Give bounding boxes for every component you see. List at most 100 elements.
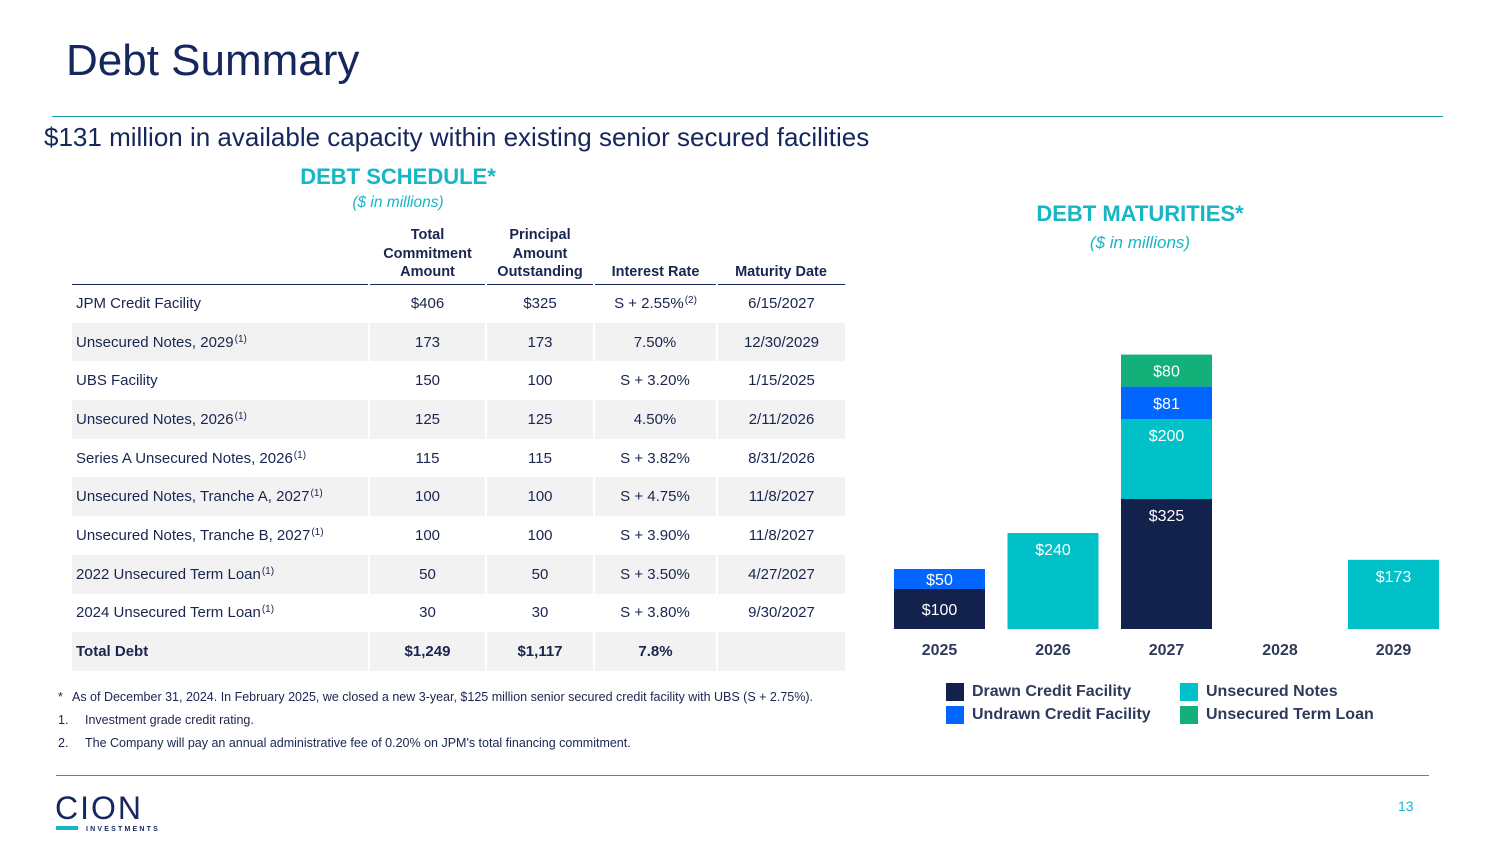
bar-2026-unsecured-notes [1007, 533, 1099, 629]
principal-outstanding: $325 [486, 284, 595, 323]
maturity-date: 11/8/2027 [748, 526, 815, 544]
x-tick-label: 2026 [1035, 642, 1071, 659]
table-row: 2022 Unsecured Term Loan(1) 50 50 S + 3.50%… [72, 554, 845, 594]
maturity-date: 11/8/2027 [717, 477, 845, 517]
principal-outstanding: 30 [486, 593, 595, 633]
table-header-row: Total Commitment Amount Principal Amount… [72, 226, 845, 284]
facility-name: Series A Unsecured Notes, 2026(1) [72, 438, 370, 478]
table-row: Unsecured Notes, Tranche A, 2027(1) 100 10… [72, 477, 845, 517]
data-label: $50 [926, 572, 953, 589]
principal-outstanding: 173 [486, 322, 595, 362]
legend-drawn-credit-facility: Drawn Credit Facility [946, 683, 1131, 701]
data-label: $100 [922, 602, 958, 619]
legend-swatch [1180, 683, 1198, 701]
header-facility [72, 226, 369, 284]
legend-unsecured-term-loan: Unsecured Term Loan [1180, 706, 1374, 724]
debt-maturities-units: ($ in millions) [1089, 233, 1191, 252]
data-label: $240 [1035, 542, 1071, 559]
debt-schedule-units: ($ in millions) [352, 194, 444, 211]
facility-name: JPM Credit Facility [72, 284, 370, 323]
facility-name: Unsecured Notes, Tranche B, 2027(1) [72, 516, 370, 555]
facility-name: Unsecured Notes, 2026(1) [72, 400, 370, 439]
interest-rate: S + 3.90% [594, 516, 718, 555]
bar-2027-undrawn-credit-facility [1121, 386, 1212, 419]
table-total-row: Total Debt $1,249 $1,117 7.8% [72, 632, 845, 671]
bar-2027-unsecured-notes [1121, 419, 1212, 499]
principal-outstanding: 100 [486, 516, 595, 555]
legend-swatch [946, 683, 964, 701]
header-principal: Principal Amount Outstanding [497, 227, 583, 280]
total-label: Total Debt [72, 632, 370, 671]
maturities-bar-chart: $100 $50 2025 $240 2026 $325 $200 $81 $80 2027 202… [894, 354, 1439, 659]
interest-rate: S + 3.20% [594, 361, 718, 401]
principal-outstanding: 50 [486, 554, 595, 594]
maturity-date: 9/30/2027 [748, 604, 815, 622]
maturity-date: 2/11/2026 [717, 400, 845, 439]
footnote-2: 2. The Company will pay an annual adminis… [58, 736, 631, 750]
commitment-amount: 50 [369, 554, 487, 594]
commitment-amount: 100 [369, 516, 487, 555]
maturity-date: 4/27/2027 [717, 554, 845, 594]
principal-outstanding: 100 [486, 477, 595, 517]
title-divider [52, 116, 1443, 117]
page-title: Debt Summary [66, 36, 360, 85]
table-row: JPM Credit Facility $406 $325 S + 2.55%(2) 6… [72, 284, 845, 323]
debt-maturities-title: DEBT MATURITIES* [1036, 201, 1244, 226]
legend-unsecured-notes: Unsecured Notes [1180, 683, 1338, 701]
x-tick-label: 2028 [1262, 642, 1298, 659]
footer-divider [56, 775, 1429, 776]
debt-schedule-title: DEBT SCHEDULE* [300, 164, 496, 189]
legend-undrawn-credit-facility: Undrawn Credit Facility [946, 706, 1151, 724]
page-number: 13 [1398, 798, 1414, 814]
principal-outstanding: 125 [486, 400, 595, 439]
header-interest-rate: Interest Rate [611, 264, 700, 280]
facility-name: UBS Facility [72, 361, 370, 401]
commitment-amount: $406 [369, 284, 487, 323]
maturity-date: 1/15/2025 [748, 372, 815, 390]
total-rate: 7.8% [594, 632, 718, 671]
principal-outstanding: 115 [486, 438, 595, 478]
debt-schedule-table: Total Commitment Amount Principal Amount… [72, 226, 845, 671]
data-label: $200 [1149, 428, 1185, 445]
debt-maturities-chart: $100 $50 2025 $240 2026 $325 $200 $81 $80 2027 202… [880, 340, 1455, 675]
table-row: UBS Facility 150 100 S + 3.20% 1/15/2025 [72, 361, 845, 401]
principal-outstanding: 100 [486, 361, 595, 401]
x-tick-label: 2025 [922, 642, 958, 659]
facility-name: 2024 Unsecured Term Loan(1) [72, 593, 370, 633]
footnotes: * As of December 31, 2024. In February 20… [58, 686, 813, 755]
facility-name: 2022 Unsecured Term Loan(1) [72, 554, 370, 594]
facility-name: Unsecured Notes, Tranche A, 2027(1) [72, 477, 370, 517]
total-principal: $1,117 [486, 632, 595, 671]
bar-2029-unsecured-notes [1348, 559, 1439, 629]
table-row: Unsecured Notes, 2026(1) 125 125 4.50% 2/11/… [72, 400, 845, 439]
interest-rate: S + 3.82% [594, 438, 718, 478]
header-maturity-date: Maturity Date [735, 264, 827, 280]
page-subtitle: $131 million in available capacity withi… [44, 122, 870, 152]
table-row: Series A Unsecured Notes, 2026(1) 115 115 S… [72, 438, 845, 478]
svg-text:INVESTMENTS: INVESTMENTS [86, 826, 160, 833]
total-commitment: $1,249 [369, 632, 487, 671]
data-label: $80 [1153, 364, 1180, 381]
data-label: $325 [1149, 508, 1185, 525]
interest-rate: 4.50% [594, 400, 718, 439]
bar-2025-undrawn-credit-facility [894, 569, 985, 589]
footnote-asterisk: * As of December 31, 2024. In February 20… [58, 690, 813, 704]
x-tick-label: 2027 [1149, 642, 1185, 659]
bar-2027-unsecured-term-loan [1121, 354, 1212, 387]
commitment-amount: 125 [369, 400, 487, 439]
bar-2025-drawn-credit-facility [894, 589, 985, 629]
commitment-amount: 100 [369, 477, 487, 517]
legend-swatch [946, 706, 964, 724]
footnote-1: 1. Investment grade credit rating. [58, 713, 254, 727]
legend-swatch [1180, 706, 1198, 724]
interest-rate: S + 4.75% [594, 477, 718, 517]
table-row: Unsecured Notes, Tranche B, 2027(1) 100 10… [72, 516, 845, 555]
total-maturity [717, 632, 845, 671]
bar-2027-drawn-credit-facility [1121, 499, 1212, 629]
commitment-amount: 115 [369, 438, 487, 478]
data-label: $173 [1376, 569, 1412, 586]
maturity-date: 12/30/2029 [717, 322, 845, 362]
maturity-date: 6/15/2027 [748, 295, 815, 313]
cion-logo-mark: CION INVESTMENTS [55, 790, 160, 833]
interest-rate: S + 3.80% [594, 593, 718, 633]
